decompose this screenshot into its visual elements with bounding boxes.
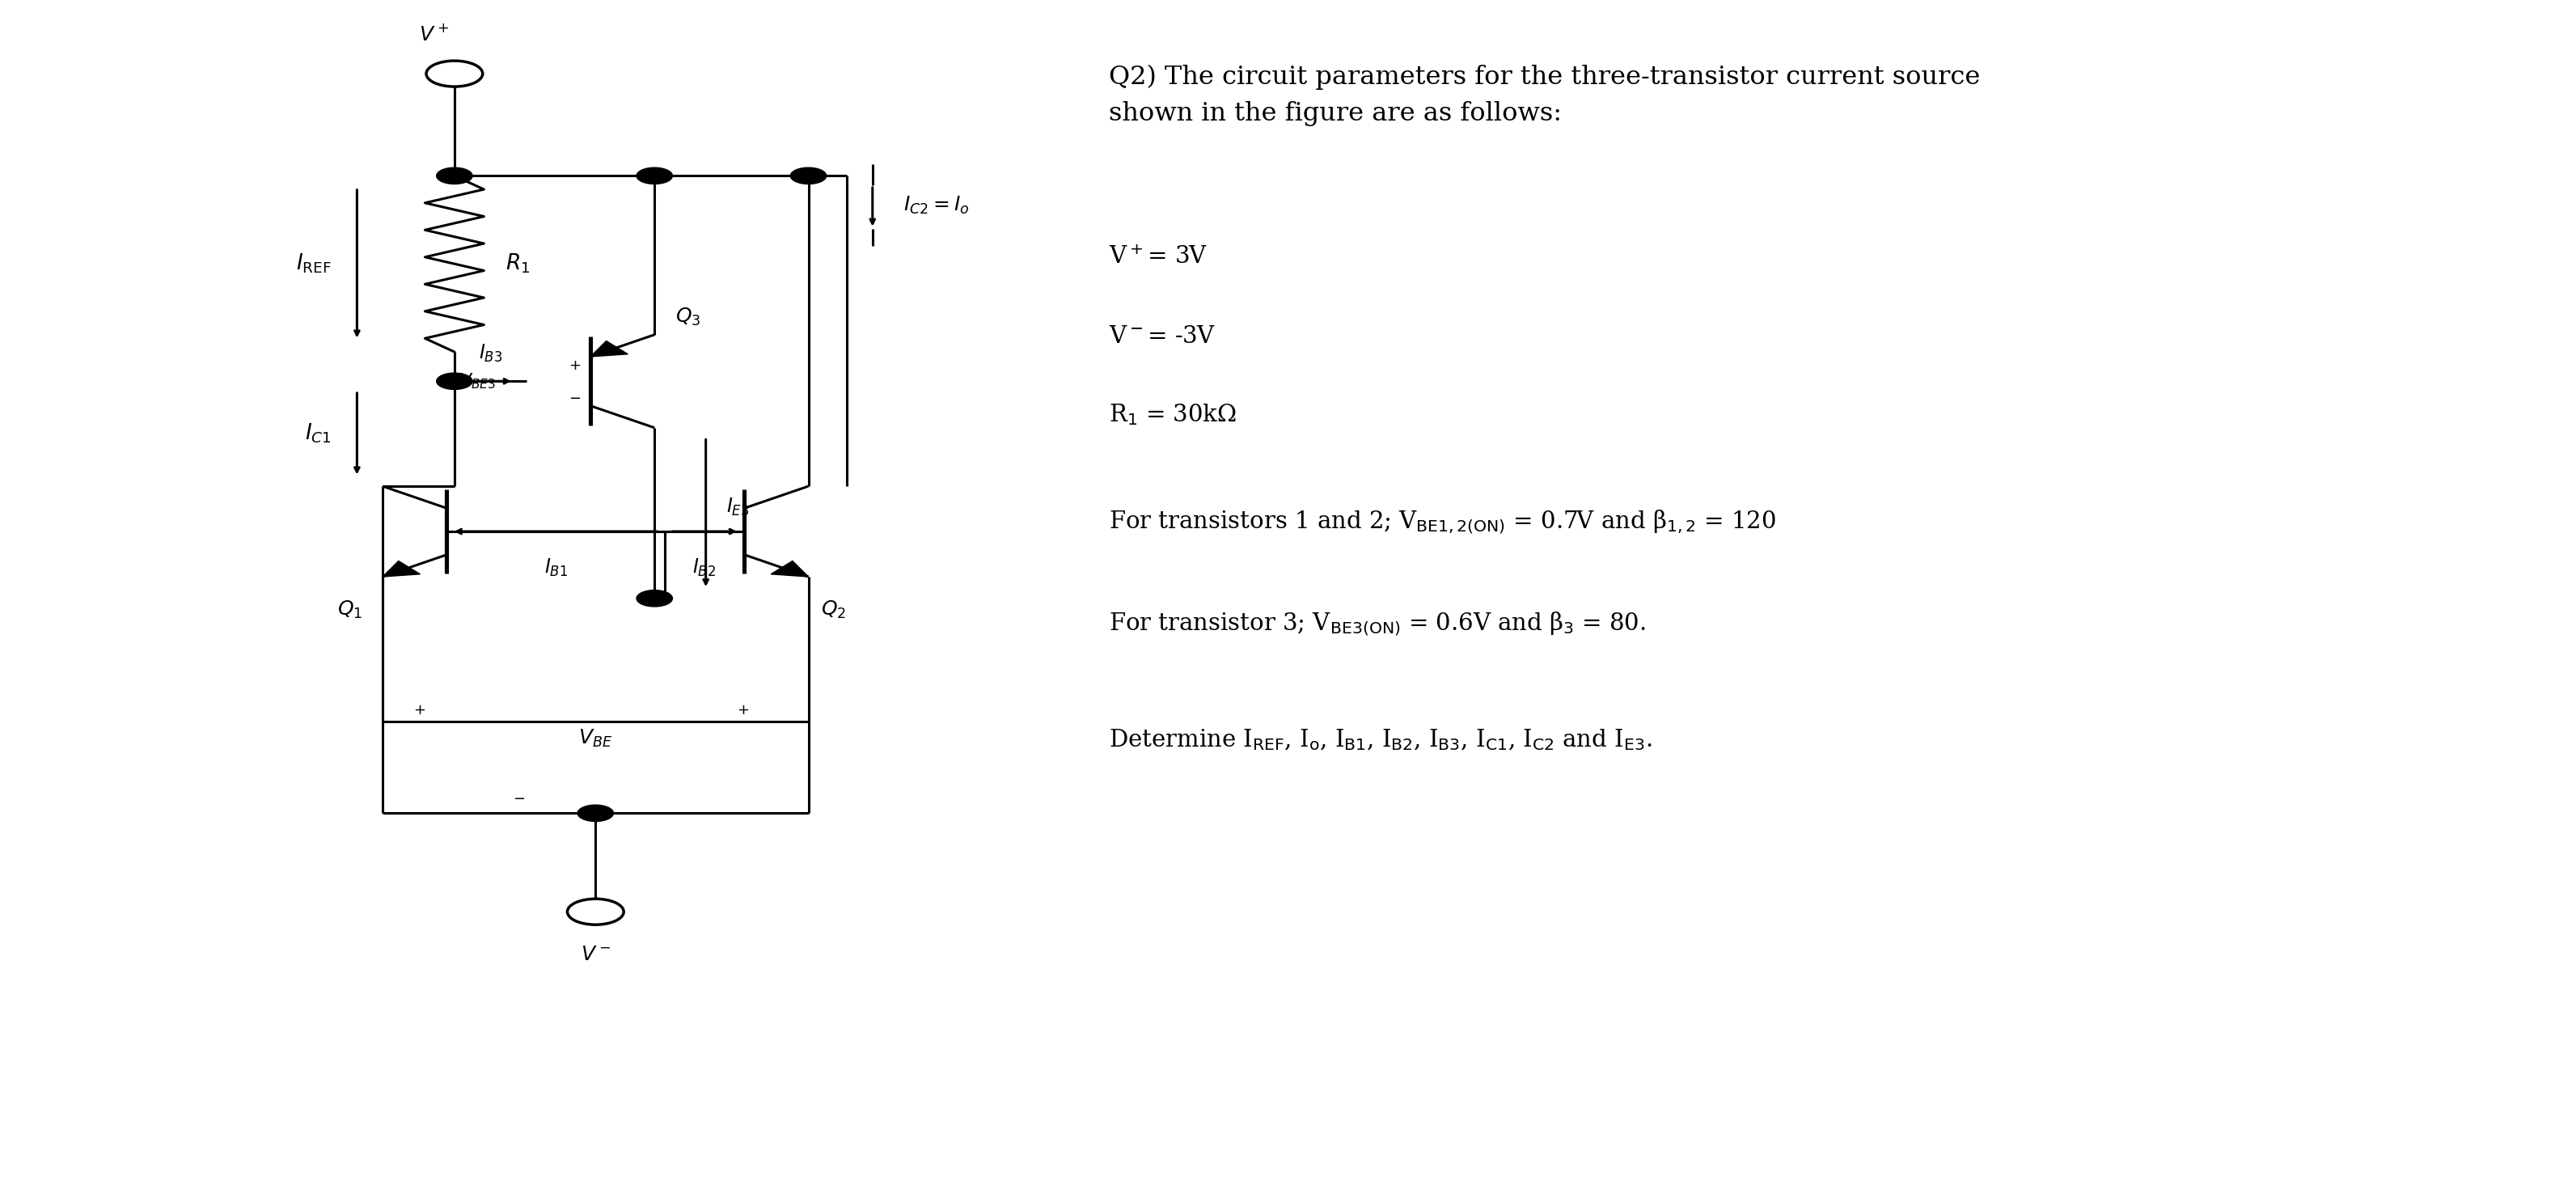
Text: $+$: $+$	[569, 358, 582, 373]
Text: $Q_3$: $Q_3$	[675, 306, 701, 327]
Text: $I_{\mathrm{REF}}$: $I_{\mathrm{REF}}$	[296, 252, 332, 275]
Text: $V_{BE3}$: $V_{BE3}$	[459, 372, 497, 391]
Text: Determine I$_{\mathrm{REF}}$, I$_\mathrm{o}$, I$_{\mathrm{B1}}$, I$_{\mathrm{B2}: Determine I$_{\mathrm{REF}}$, I$_\mathrm…	[1108, 728, 1651, 752]
Text: $+$: $+$	[737, 703, 750, 718]
Text: $-$: $-$	[569, 390, 582, 404]
Polygon shape	[384, 561, 420, 577]
Text: $V^+$: $V^+$	[420, 24, 448, 44]
Text: $I_{B3}$: $I_{B3}$	[479, 342, 502, 364]
Text: $Q_1$: $Q_1$	[337, 600, 363, 621]
Text: $+$: $+$	[412, 703, 425, 718]
Text: Q2) The circuit parameters for the three-transistor current source
shown in the : Q2) The circuit parameters for the three…	[1108, 64, 1981, 127]
Circle shape	[577, 805, 613, 821]
Text: $I_{E3}$: $I_{E3}$	[726, 497, 750, 518]
Text: $V^-$: $V^-$	[580, 944, 611, 965]
Circle shape	[791, 167, 827, 184]
Circle shape	[636, 167, 672, 184]
Text: $I_{C2} = I_o$: $I_{C2} = I_o$	[904, 194, 969, 216]
Text: For transistor 3; V$_{\mathrm{BE3(ON)}}$ = 0.6V and β$_3$ = 80.: For transistor 3; V$_{\mathrm{BE3(ON)}}$…	[1108, 610, 1646, 638]
Circle shape	[435, 167, 471, 184]
Text: $R_1$: $R_1$	[505, 252, 531, 275]
Text: $Q_2$: $Q_2$	[822, 600, 848, 621]
Polygon shape	[770, 561, 809, 577]
Text: For transistors 1 and 2; V$_{\mathrm{BE1,2(ON)}}$ = 0.7V and β$_{1,2}$ = 120: For transistors 1 and 2; V$_{\mathrm{BE1…	[1108, 508, 1775, 536]
Text: $-$: $-$	[513, 790, 526, 805]
Text: $I_{B1}$: $I_{B1}$	[544, 557, 567, 578]
Circle shape	[636, 590, 672, 607]
Text: $V_{BE}$: $V_{BE}$	[580, 728, 613, 749]
Text: $I_{C1}$: $I_{C1}$	[304, 422, 332, 446]
Polygon shape	[590, 341, 629, 357]
Text: V$^-$= -3V: V$^-$= -3V	[1108, 325, 1216, 347]
Text: V$^+$= 3V: V$^+$= 3V	[1108, 246, 1208, 269]
Text: $I_{B2}$: $I_{B2}$	[693, 557, 716, 578]
Text: R$_1$ = 30kΩ: R$_1$ = 30kΩ	[1108, 403, 1236, 428]
Circle shape	[435, 373, 471, 390]
